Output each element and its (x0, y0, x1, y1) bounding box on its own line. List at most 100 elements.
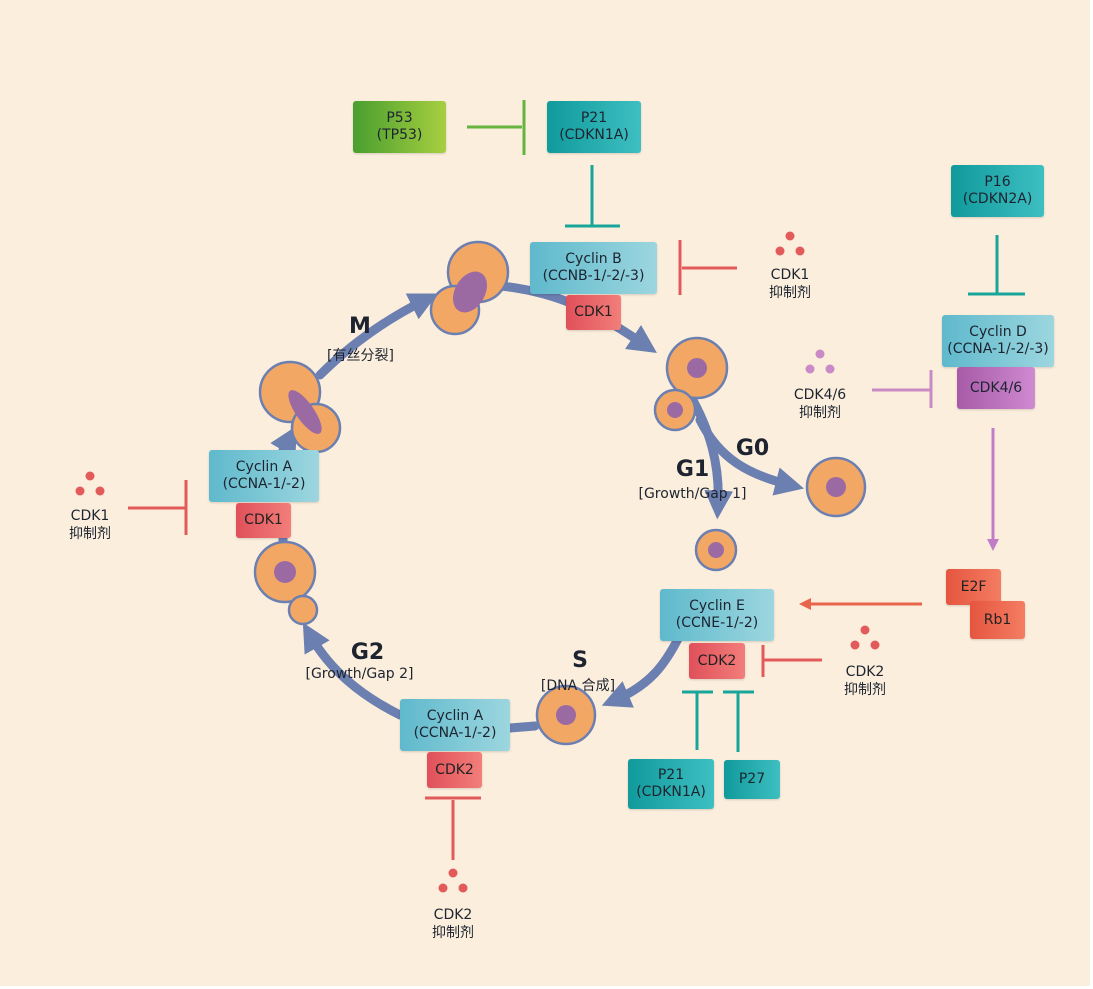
cdk2-inhibitor-right (761, 645, 822, 677)
cdk2-inhibitor-bottom-label: CDK2 抑制剂 (420, 906, 486, 942)
phase-s-sub: [DNA 合成] (540, 678, 616, 694)
p21-top-line1: P21 (580, 110, 608, 126)
cyclin-d-line2: (CCNA-1/-2/-3) (947, 341, 1049, 357)
cdk1-inhibitor-top-label: CDK1 抑制剂 (757, 266, 823, 302)
cdk1-b-label: CDK1 (574, 304, 613, 320)
cell-pair-g1 (653, 336, 729, 432)
inhibitor-dots (75, 231, 880, 893)
cyclin-a-left-line2: (CCNA-1/-2) (222, 476, 306, 492)
cdk2-inhibitor-right-line2: 抑制剂 (844, 682, 886, 698)
cdk2-inhibitor-bottom-line1: CDK2 (433, 907, 473, 923)
cdk46-label: CDK4/6 (969, 379, 1023, 396)
cdk46-inhibitor-line2: 抑制剂 (799, 405, 841, 421)
p27-node: P27 (724, 760, 780, 799)
cdk2-inhibitor-right-line1: CDK2 (845, 664, 885, 680)
dots-cdk46 (805, 349, 835, 374)
dots-cdk2-right (850, 625, 880, 650)
rb1-label: Rb1 (983, 611, 1012, 628)
cdk1-inhibitor-left-line2: 抑制剂 (69, 526, 111, 542)
cdk2-inhibitor-bottom-line2: 抑制剂 (432, 925, 474, 941)
cdk1-inhibitor-left-label: CDK1 抑制剂 (57, 507, 123, 543)
cycle-arrow-g2 (302, 622, 405, 720)
p16-inhibits-cyclin-d (968, 235, 1025, 296)
p53-line2: (TP53) (376, 127, 423, 143)
cycle-arrows (270, 280, 804, 733)
p21-top-line2: (CDKN1A) (559, 127, 629, 143)
p27-label: P27 (738, 771, 766, 787)
p21-bottom-node: P21 (CDKN1A) (628, 759, 714, 809)
cyclin-d-line1: Cyclin D (969, 324, 1027, 340)
cdk2-a-node: CDK2 (427, 752, 482, 788)
cdk2-e-node: CDK2 (689, 643, 745, 679)
rb1-node: Rb1 (970, 601, 1025, 639)
p53-node: P53 (TP53) (353, 101, 446, 153)
cyclin-a-bottom-line2: (CCNA-1/-2) (413, 725, 497, 741)
e2f-label: E2F (960, 578, 987, 595)
cyclin-e-line1: Cyclin E (689, 598, 745, 614)
phase-m-label: M (349, 314, 371, 339)
p53-inhibits-p21 (467, 100, 526, 155)
cells (253, 240, 867, 746)
cyclin-a-bottom-node: Cyclin A (CCNA-1/-2) (400, 699, 510, 751)
cdk2-inhibitor-bottom (425, 796, 481, 860)
p27-inhibits-cdk2-e (723, 690, 754, 752)
phase-g1-sub: [Growth/Gap 1] (638, 486, 747, 502)
cdk1-b-node: CDK1 (566, 295, 621, 330)
cdk1-inhibitor-left (128, 480, 188, 535)
regulation-links (128, 100, 1025, 860)
cycle-arrow-g1 (685, 390, 734, 520)
cyclin-b-line1: Cyclin B (565, 251, 622, 267)
cell-small-g1 (694, 528, 738, 572)
cycle-arrow-s-g2 (505, 721, 540, 733)
p21-top-node: P21 (CDKN1A) (547, 101, 641, 153)
p53-line1: P53 (386, 110, 413, 126)
cycle-arrow-s (601, 630, 685, 708)
p16-line1: P16 (984, 174, 1011, 190)
cdk46-inhibitor-label: CDK4/6 抑制剂 (782, 386, 858, 422)
cycle-arrow-m (315, 293, 438, 380)
dots-cdk1-top (775, 231, 805, 256)
cdk2-a-label: CDK2 (435, 761, 474, 778)
p21-inhibits-cyclin-b (565, 165, 620, 228)
cdk1-a-label: CDK1 (244, 512, 283, 528)
phase-m-sub: [有丝分裂] (327, 348, 394, 364)
cdk46-node: CDK4/6 (957, 367, 1035, 409)
cell-dividing-top (429, 240, 510, 336)
cyclin-d-node: Cyclin D (CCNA-1/-2/-3) (942, 315, 1054, 367)
cdk1-a-node: CDK1 (236, 503, 291, 538)
cyclin-e-line2: (CCNE-1/-2) (675, 615, 759, 631)
cell-g2 (253, 540, 319, 626)
cyclin-b-line2: (CCNB-1/-2/-3) (542, 268, 645, 284)
cell-s (535, 684, 597, 746)
cdk46-inhibitor-line1: CDK4/6 (793, 387, 847, 403)
phase-g0-label: G0 (735, 436, 770, 461)
cdk2-e-label: CDK2 (697, 652, 737, 669)
cdk46-inhibitor (872, 370, 933, 408)
p21-inhibits-cdk2-e (682, 690, 713, 750)
cyclin-a-left-node: Cyclin A (CCNA-1/-2) (209, 450, 319, 502)
phase-g2-label: G2 (350, 640, 385, 665)
cyclin-b-node: Cyclin B (CCNB-1/-2/-3) (530, 242, 657, 294)
cdk1-inhibitor-top-line1: CDK1 (770, 267, 810, 283)
cycle-arrow-a-to-m (270, 425, 298, 458)
dots-cdk1-left (75, 471, 105, 496)
cyclin-a-left-line1: Cyclin A (235, 459, 293, 475)
phase-s-label: S (572, 648, 588, 673)
cdk2-inhibitor-right-label: CDK2 抑制剂 (832, 663, 898, 699)
phase-g2-sub: [Growth/Gap 2] (305, 666, 414, 682)
cdk1-inhibitor-top-line2: 抑制剂 (769, 285, 811, 301)
e2f-node: E2F (946, 569, 1001, 605)
cycle-arrow-g0 (695, 415, 804, 496)
p21-bottom-line2: (CDKN1A) (636, 784, 706, 800)
cdk1-inhibitor-left-line1: CDK1 (70, 508, 110, 524)
p21-bottom-line1: P21 (657, 767, 685, 783)
p16-line2: (CDKN2A) (962, 191, 1033, 207)
p16-node: P16 (CDKN2A) (951, 165, 1044, 217)
cyclin-e-node: Cyclin E (CCNE-1/-2) (660, 589, 774, 641)
cyclin-a-bottom-line1: Cyclin A (426, 708, 484, 724)
cell-g0 (805, 456, 867, 518)
cdk1-inhibitor-top (678, 240, 737, 295)
dots-cdk2-bottom (438, 868, 468, 893)
